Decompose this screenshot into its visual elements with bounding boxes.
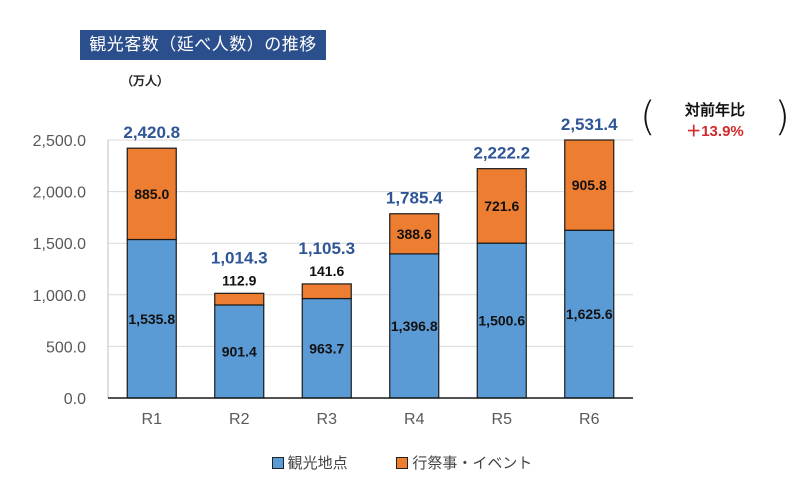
bar-segment-sightseeing xyxy=(476,242,527,399)
bar-segment-events xyxy=(476,168,527,244)
y-tick-label: 0.0 xyxy=(64,391,86,408)
bar-segment-sightseeing xyxy=(564,229,615,399)
data-label-events: 388.6 xyxy=(397,226,432,242)
legend-swatch-sightseeing xyxy=(271,456,284,469)
right-paren: ) xyxy=(774,94,790,140)
chart-title: 観光客数（延べ人数）の推移 xyxy=(80,30,326,60)
x-tick-label: R5 xyxy=(492,411,513,428)
data-label-sightseeing: 963.7 xyxy=(309,340,344,356)
x-tick-label: R3 xyxy=(317,411,338,428)
data-label-events: 885.0 xyxy=(134,186,169,202)
yoy-label: 対前年比 xyxy=(684,101,745,119)
total-label: 2,420.8 xyxy=(123,123,180,142)
y-tick-label: 1,000.0 xyxy=(33,288,86,305)
data-label-events: 905.8 xyxy=(572,177,607,193)
y-tick-label: 2,500.0 xyxy=(33,133,86,150)
legend-item-events: 行祭事・イベント xyxy=(396,452,532,473)
legend: 観光地点 行祭事・イベント xyxy=(0,452,804,473)
bar-segment-events xyxy=(389,213,440,255)
y-tick-label: 1,500.0 xyxy=(33,236,86,253)
bar-segment-sightseeing xyxy=(214,304,265,399)
data-label-events: 112.9 xyxy=(222,272,256,288)
x-tick-label: R2 xyxy=(229,411,250,428)
x-tick-label: R1 xyxy=(142,411,163,428)
y-tick-label: 2,000.0 xyxy=(33,185,86,202)
bar-segment-events xyxy=(214,292,265,306)
data-label-sightseeing: 1,535.8 xyxy=(128,311,175,327)
legend-label-events: 行祭事・イベント xyxy=(412,454,533,472)
total-label: 1,014.3 xyxy=(211,248,268,267)
x-tick-label: R4 xyxy=(404,411,425,428)
total-label: 1,785.4 xyxy=(386,189,443,208)
legend-label-sightseeing: 観光地点 xyxy=(287,454,348,472)
bar-segment-events xyxy=(126,147,177,241)
total-label: 2,222.2 xyxy=(473,144,530,163)
data-label-events: 721.6 xyxy=(484,198,519,214)
data-label-sightseeing: 1,625.6 xyxy=(566,306,613,322)
bar-segment-sightseeing xyxy=(389,253,440,399)
yoy-value: ＋13.9% xyxy=(686,123,744,140)
yoy-annotation: ( 対前年比 ＋13.9% ) xyxy=(640,94,790,146)
legend-swatch-events xyxy=(396,456,409,469)
y-tick-label: 500.0 xyxy=(46,339,86,356)
legend-item-sightseeing: 観光地点 xyxy=(271,452,348,473)
data-label-events: 141.6 xyxy=(309,263,344,279)
unit-label: （万人） xyxy=(121,74,170,88)
data-label-sightseeing: 1,396.8 xyxy=(391,318,438,334)
bar-segment-events xyxy=(564,139,615,231)
left-paren: ( xyxy=(640,94,656,140)
bar-segment-events xyxy=(301,283,352,300)
data-label-sightseeing: 1,500.6 xyxy=(478,313,525,329)
data-label-sightseeing: 901.4 xyxy=(222,343,257,359)
x-tick-label: R6 xyxy=(579,411,600,428)
total-label: 2,531.4 xyxy=(561,115,618,134)
total-label: 1,105.3 xyxy=(298,239,355,258)
bar-segment-sightseeing xyxy=(301,297,352,399)
